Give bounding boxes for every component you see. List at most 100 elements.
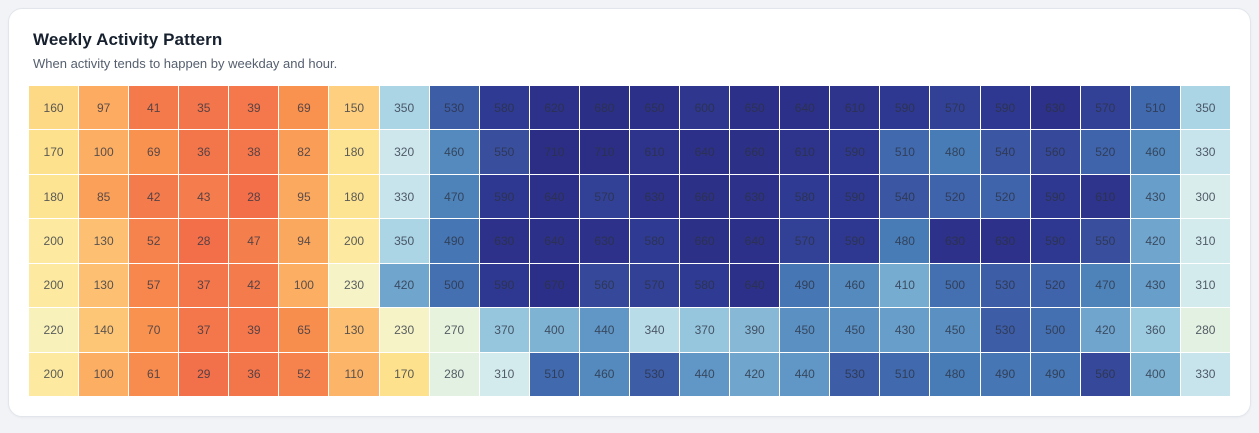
heatmap-cell: 430 — [1130, 174, 1180, 219]
heatmap-cell: 570 — [930, 86, 980, 130]
heatmap-cell: 490 — [1030, 352, 1080, 396]
heatmap-cell: 500 — [1030, 308, 1080, 352]
heatmap-cell: 500 — [429, 263, 479, 308]
heatmap-cell: 490 — [780, 263, 830, 308]
weekly-activity-card: Weekly Activity Pattern When activity te… — [8, 8, 1251, 417]
heatmap-cell: 640 — [680, 130, 730, 174]
heatmap-cell: 57 — [129, 263, 179, 308]
activity-heatmap: 160 97 41 35 39 69 150 350 530 580 620 680 650 600 650… — [29, 86, 1230, 396]
heatmap-cell: 320 — [379, 130, 429, 174]
heatmap-cell: 630 — [479, 219, 529, 263]
heatmap-cell: 630 — [579, 219, 629, 263]
heatmap-cell: 270 — [429, 308, 479, 352]
heatmap-cell: 28 — [229, 174, 279, 219]
heatmap-cell: 65 — [279, 308, 329, 352]
heatmap-cell: 650 — [730, 86, 780, 130]
heatmap-cell: 480 — [930, 130, 980, 174]
heatmap-cell: 200 — [29, 219, 79, 263]
heatmap-cell: 150 — [329, 86, 379, 130]
heatmap-cell: 440 — [780, 352, 830, 396]
card-header: Weekly Activity Pattern When activity te… — [9, 9, 1250, 84]
heatmap-cell: 620 — [529, 86, 579, 130]
heatmap-cell: 480 — [880, 219, 930, 263]
heatmap-cell: 510 — [880, 130, 930, 174]
heatmap-cell: 510 — [880, 352, 930, 396]
heatmap-cell: 400 — [529, 308, 579, 352]
heatmap-cell: 660 — [730, 130, 780, 174]
heatmap-cell: 100 — [279, 263, 329, 308]
heatmap-cell: 94 — [279, 219, 329, 263]
heatmap-cell: 460 — [830, 263, 880, 308]
heatmap-cell: 520 — [980, 174, 1030, 219]
heatmap-cell: 360 — [1130, 308, 1180, 352]
heatmap-cell: 330 — [1180, 130, 1230, 174]
heatmap-cell: 590 — [479, 263, 529, 308]
heatmap-cell: 630 — [980, 219, 1030, 263]
heatmap-cell: 280 — [429, 352, 479, 396]
heatmap-cell: 340 — [629, 308, 680, 352]
heatmap-cell: 52 — [279, 352, 329, 396]
heatmap-cell: 52 — [129, 219, 179, 263]
heatmap-cell: 590 — [1030, 174, 1080, 219]
heatmap-cell: 370 — [680, 308, 730, 352]
heatmap-cell: 450 — [830, 308, 880, 352]
heatmap-cell: 310 — [1180, 263, 1230, 308]
heatmap-cell: 610 — [1080, 174, 1130, 219]
heatmap-cell: 580 — [479, 86, 529, 130]
heatmap-cell: 490 — [429, 219, 479, 263]
heatmap-cell: 710 — [579, 130, 629, 174]
heatmap-cell: 37 — [179, 308, 229, 352]
heatmap-cell: 130 — [79, 219, 129, 263]
heatmap-cell: 640 — [529, 174, 579, 219]
heatmap-cell: 580 — [680, 263, 730, 308]
heatmap-cell: 280 — [1180, 308, 1230, 352]
heatmap-cell: 670 — [529, 263, 579, 308]
heatmap-cell: 560 — [1030, 130, 1080, 174]
heatmap-cell: 420 — [1080, 308, 1130, 352]
heatmap-cell: 590 — [830, 219, 880, 263]
heatmap-cell: 550 — [1080, 219, 1130, 263]
heatmap-cell: 520 — [930, 174, 980, 219]
heatmap-cell: 570 — [1080, 86, 1130, 130]
heatmap-cell: 420 — [1130, 219, 1180, 263]
heatmap-cell: 710 — [529, 130, 579, 174]
heatmap-cell: 450 — [780, 308, 830, 352]
heatmap-cell: 39 — [229, 308, 279, 352]
heatmap-cell: 640 — [529, 219, 579, 263]
heatmap-cell: 440 — [579, 308, 629, 352]
heatmap-cell: 580 — [629, 219, 680, 263]
heatmap-cell: 600 — [680, 86, 730, 130]
heatmap-cell: 36 — [229, 352, 279, 396]
heatmap-cell: 390 — [730, 308, 780, 352]
heatmap-cell: 41 — [129, 86, 179, 130]
heatmap-cell: 660 — [680, 219, 730, 263]
heatmap-cell: 95 — [279, 174, 329, 219]
heatmap-cell: 470 — [1080, 263, 1130, 308]
heatmap-cell: 350 — [379, 219, 429, 263]
heatmap-cell: 230 — [379, 308, 429, 352]
heatmap-cell: 430 — [1130, 263, 1180, 308]
heatmap-cell: 85 — [79, 174, 129, 219]
heatmap-cell: 160 — [29, 86, 79, 130]
heatmap-cell: 480 — [930, 352, 980, 396]
heatmap-cell: 560 — [1080, 352, 1130, 396]
heatmap-cell: 430 — [880, 308, 930, 352]
heatmap-cell: 420 — [379, 263, 429, 308]
heatmap-cell: 580 — [780, 174, 830, 219]
heatmap-cell: 570 — [780, 219, 830, 263]
heatmap-cell: 590 — [830, 174, 880, 219]
heatmap-cell: 180 — [329, 130, 379, 174]
heatmap-cell: 510 — [1130, 86, 1180, 130]
heatmap-cell: 640 — [780, 86, 830, 130]
chart-subtitle: When activity tends to happen by weekday… — [33, 56, 338, 71]
heatmap-cell: 420 — [730, 352, 780, 396]
heatmap-cell: 630 — [1030, 86, 1080, 130]
heatmap-cell: 460 — [579, 352, 629, 396]
heatmap-cell: 69 — [129, 130, 179, 174]
heatmap-cell: 460 — [429, 130, 479, 174]
heatmap-cell: 170 — [29, 130, 79, 174]
heatmap-cell: 97 — [79, 86, 129, 130]
heatmap-cell: 570 — [629, 263, 680, 308]
heatmap-cell: 470 — [429, 174, 479, 219]
heatmap-cell: 520 — [1080, 130, 1130, 174]
